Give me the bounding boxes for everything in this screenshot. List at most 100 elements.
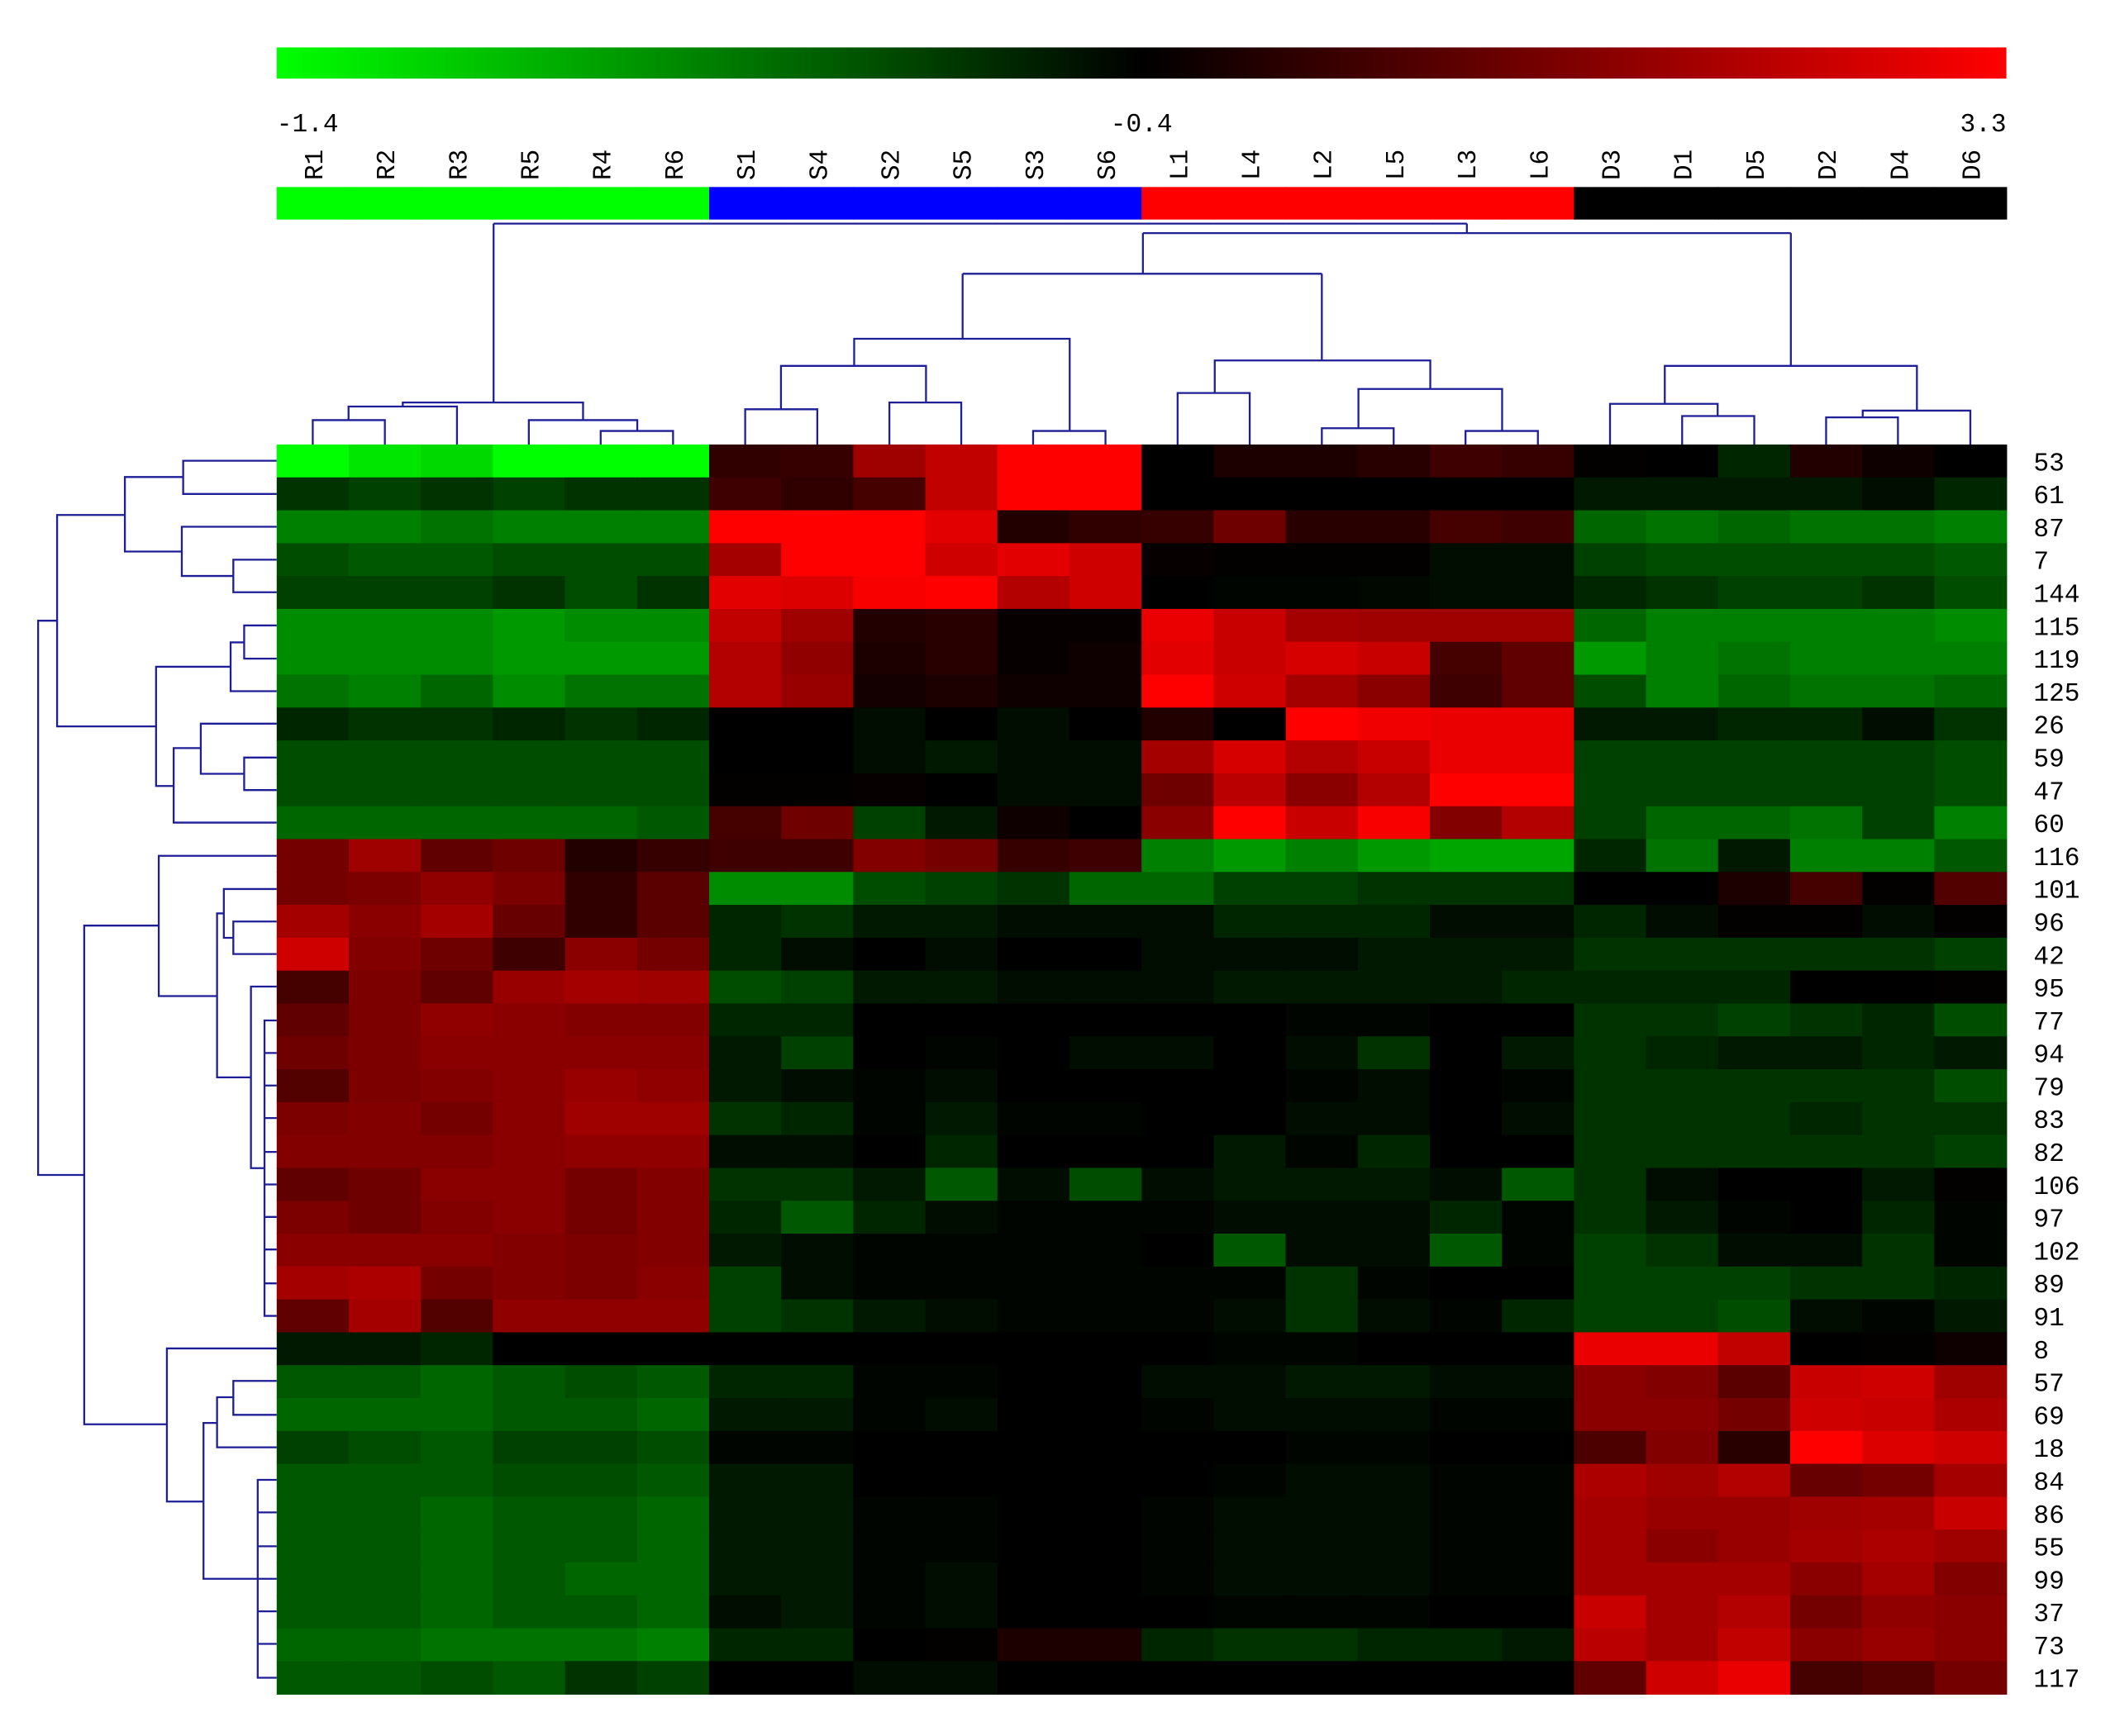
heatmap-cell (421, 674, 494, 709)
heatmap-cell (1574, 674, 1647, 709)
heatmap-cell (1502, 905, 1575, 939)
heatmap-cell (1862, 1266, 1936, 1301)
heatmap-cell (1789, 1661, 1864, 1695)
heatmap-cell (421, 806, 494, 840)
heatmap-cell (853, 1496, 927, 1531)
heatmap-cell (636, 1201, 710, 1234)
heatmap-cell (636, 937, 710, 972)
heatmap-cell (925, 1201, 998, 1234)
heatmap-cell (1862, 872, 1936, 906)
heatmap-cell (348, 773, 422, 807)
heatmap-cell (1646, 806, 1719, 840)
heatmap-cell (1213, 740, 1287, 774)
heatmap-cell (564, 1463, 638, 1498)
heatmap-cell (781, 1069, 855, 1103)
heatmap-cell (1357, 1069, 1431, 1103)
heatmap-cell (925, 1463, 998, 1498)
heatmap-cell (925, 707, 998, 741)
heatmap-cell (781, 608, 855, 643)
heatmap-cell (1789, 1201, 1864, 1234)
heatmap-cell (636, 707, 710, 741)
heatmap-cell (1862, 543, 1936, 577)
heatmap-cell (348, 1134, 422, 1169)
heatmap-cell (421, 1496, 494, 1531)
heatmap-cell (1574, 1003, 1647, 1038)
heatmap-cell (853, 1529, 927, 1563)
heatmap-cell (853, 1101, 927, 1136)
heatmap-cell (781, 1332, 855, 1367)
heatmap-cell (421, 1101, 494, 1136)
heatmap-cell (1646, 1332, 1719, 1367)
heatmap-cell (1357, 1299, 1431, 1334)
heatmap-cell (1934, 1069, 2008, 1103)
heatmap-cell (636, 1365, 710, 1399)
heatmap-cell (1213, 1430, 1287, 1465)
heatmap-cell (1429, 839, 1503, 873)
heatmap-cell (1646, 905, 1719, 939)
heatmap-cell (925, 1529, 998, 1563)
heatmap-cell (1789, 1398, 1864, 1432)
heatmap-cell (636, 1266, 710, 1301)
heatmap-cell (1429, 1069, 1503, 1103)
heatmap-cell (421, 1430, 494, 1465)
heatmap-cell (1646, 543, 1719, 577)
heatmap-cell (853, 1398, 927, 1432)
heatmap-cell (564, 1365, 638, 1399)
heatmap-cell (636, 1529, 710, 1563)
heatmap-cell (997, 1168, 1070, 1202)
heatmap-cell (1285, 1628, 1359, 1662)
heatmap-cell (1285, 444, 1359, 478)
heatmap-cell (1285, 608, 1359, 643)
heatmap-cell (421, 543, 494, 577)
heatmap-cell (1213, 1234, 1287, 1268)
heatmap-cell (1717, 970, 1791, 1005)
heatmap-cell (708, 674, 783, 709)
heatmap-cell (1213, 1299, 1287, 1334)
heatmap-cell (421, 1628, 494, 1662)
heatmap-cell (493, 674, 566, 709)
heatmap-cell (1141, 1661, 1215, 1695)
heatmap-cell (1862, 1003, 1936, 1038)
heatmap-cell (1934, 576, 2008, 610)
column-group-bar (493, 187, 566, 220)
heatmap-cell (1141, 641, 1215, 676)
heatmap-cell (1285, 872, 1359, 906)
heatmap-cell (1862, 806, 1936, 840)
heatmap-cell (1357, 1234, 1431, 1268)
heatmap-cell (564, 905, 638, 939)
heatmap-cell (636, 1234, 710, 1268)
heatmap-cell (493, 1595, 566, 1629)
heatmap-cell (636, 1036, 710, 1070)
row-label: 106 (2033, 1173, 2079, 1202)
heatmap-cell (1357, 1463, 1431, 1498)
heatmap-cell (781, 1134, 855, 1169)
heatmap-cell (564, 1069, 638, 1103)
heatmap-cell (1429, 1529, 1503, 1563)
heatmap-cell (925, 1134, 998, 1169)
heatmap-cell (708, 1266, 783, 1301)
heatmap-cell (1862, 1299, 1936, 1334)
heatmap-cell (421, 1234, 494, 1268)
column-group-bar (925, 187, 998, 220)
heatmap-cell (1141, 608, 1215, 643)
heatmap-cell (1502, 477, 1575, 511)
heatmap-cell (1069, 806, 1143, 840)
heatmap-cell (1285, 740, 1359, 774)
heatmap-cell (1646, 970, 1719, 1005)
heatmap-cell (1862, 1234, 1936, 1268)
column-label: R5 (517, 150, 546, 180)
heatmap-cell (708, 1168, 783, 1202)
heatmap-cell (708, 477, 783, 511)
heatmap-cell (925, 740, 998, 774)
heatmap-cell (781, 970, 855, 1005)
heatmap-cell (925, 1496, 998, 1531)
heatmap-cell (1429, 1332, 1503, 1367)
heatmap-cell (1141, 576, 1215, 610)
heatmap-cell (853, 576, 927, 610)
heatmap-cell (564, 773, 638, 807)
heatmap-cell (1789, 1003, 1864, 1038)
heatmap-cell (1213, 937, 1287, 972)
heatmap-cell (1862, 1134, 1936, 1169)
heatmap-cell (1069, 576, 1143, 610)
heatmap-cell (1646, 1430, 1719, 1465)
